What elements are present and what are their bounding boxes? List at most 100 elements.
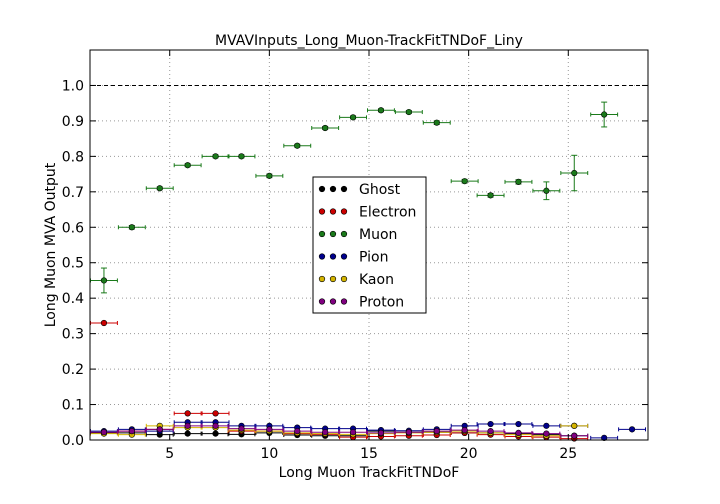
data-point [543,187,550,194]
x-tick-label: 5 [165,446,174,462]
legend-label: Electron [359,205,416,221]
data-point [487,420,494,428]
legend-marker [318,275,326,283]
x-tick-label: 25 [559,446,577,462]
data-point [349,114,357,121]
grid [90,50,648,441]
y-tick-label: 1.0 [62,78,84,94]
legend-label: Kaon [359,272,394,288]
legend-marker [329,185,337,193]
data-point [100,429,108,436]
data-point [601,111,608,118]
legend-marker [318,208,326,215]
data-point [461,426,468,434]
data-point [515,420,522,428]
legend-entry-proton: Proton [318,295,404,311]
series-electron [89,319,589,442]
data-point [322,124,329,132]
legend-marker [329,298,337,305]
data-point [487,428,494,435]
legend-label: Muon [359,227,397,243]
legend-marker [340,253,348,260]
data-point [543,430,550,437]
data-point [405,108,412,116]
legend-label: Ghost [359,182,401,198]
x-tick-label: 15 [360,446,378,462]
data-point [601,434,608,441]
legend-marker [340,208,348,215]
legend: Ghost Electron Muon Pion Kaon Proton [312,176,427,314]
data-point [266,426,273,433]
data-point [628,426,636,433]
y-tick-label: 0.7 [62,185,84,201]
data-point [100,277,108,284]
x-axis-label: Long Muon TrackFitTNDoF [279,465,460,481]
y-tick-label: 0.0 [62,433,84,449]
series-layer [89,101,647,442]
data-point [433,119,440,126]
legend-marker [340,275,348,283]
chart-title: MVAVInputs_Long_Muon-TrackFitTNDoF_Liny [215,33,523,49]
y-tick-label: 0.9 [62,114,84,130]
data-point [212,422,219,429]
data-point [184,422,191,429]
legend-marker [340,298,348,305]
legend-marker [318,230,326,238]
data-point [128,224,135,231]
data-point [238,425,245,432]
data-point [238,153,245,160]
data-point [433,428,440,435]
data-point [461,178,468,185]
legend-entry-kaon: Kaon [318,272,394,288]
legend-box [312,176,427,314]
data-point [377,107,385,114]
data-point [266,172,273,179]
y-tick-label: 0.5 [62,256,84,272]
data-point [571,432,578,439]
data-point [571,169,578,177]
y-tick-label: 0.4 [62,291,84,307]
series-proton [89,422,589,439]
data-point [405,429,412,436]
legend-marker [340,185,348,193]
y-tick-label: 0.2 [62,362,84,378]
legend-marker [329,230,337,238]
data-point [322,429,329,436]
data-point [515,178,522,185]
legend-marker [329,208,337,215]
legend-marker [318,298,326,305]
data-point [349,429,357,436]
data-point [212,153,219,160]
legend-entry-ghost: Ghost [318,182,401,198]
legend-label: Proton [359,295,404,311]
y-tick-label: 0.3 [62,327,84,343]
data-point [156,185,163,192]
data-point [294,142,301,149]
legend-marker [329,275,337,283]
data-point [212,430,219,437]
legend-marker [340,230,348,238]
series-muon [89,101,619,294]
legend-label: Pion [359,250,388,266]
data-point [128,428,135,435]
y-tick-label: 0.6 [62,220,84,236]
data-point [294,428,301,435]
data-point [212,410,219,417]
data-point [571,422,578,429]
data-point [184,430,191,437]
data-point [543,422,550,429]
y-tick-label: 0.8 [62,149,84,165]
y-axis-label: Long Muon MVA Output [43,162,59,327]
y-tick-label: 0.1 [62,398,84,414]
legend-entry-pion: Pion [318,250,388,266]
legend-marker [329,253,337,260]
data-point [377,429,385,437]
data-point [100,319,108,327]
legend-entry-muon: Muon [318,227,397,243]
axis-ticks: 5 10 15 20 25 0.0 0.1 0.2 0.3 0.4 0.5 0.6 0.7 0.8 0.9 1… [62,50,648,462]
x-tick-label: 20 [460,446,478,462]
x-tick-label: 10 [260,446,278,462]
data-point [184,162,191,169]
legend-entry-electron: Electron [318,205,416,221]
